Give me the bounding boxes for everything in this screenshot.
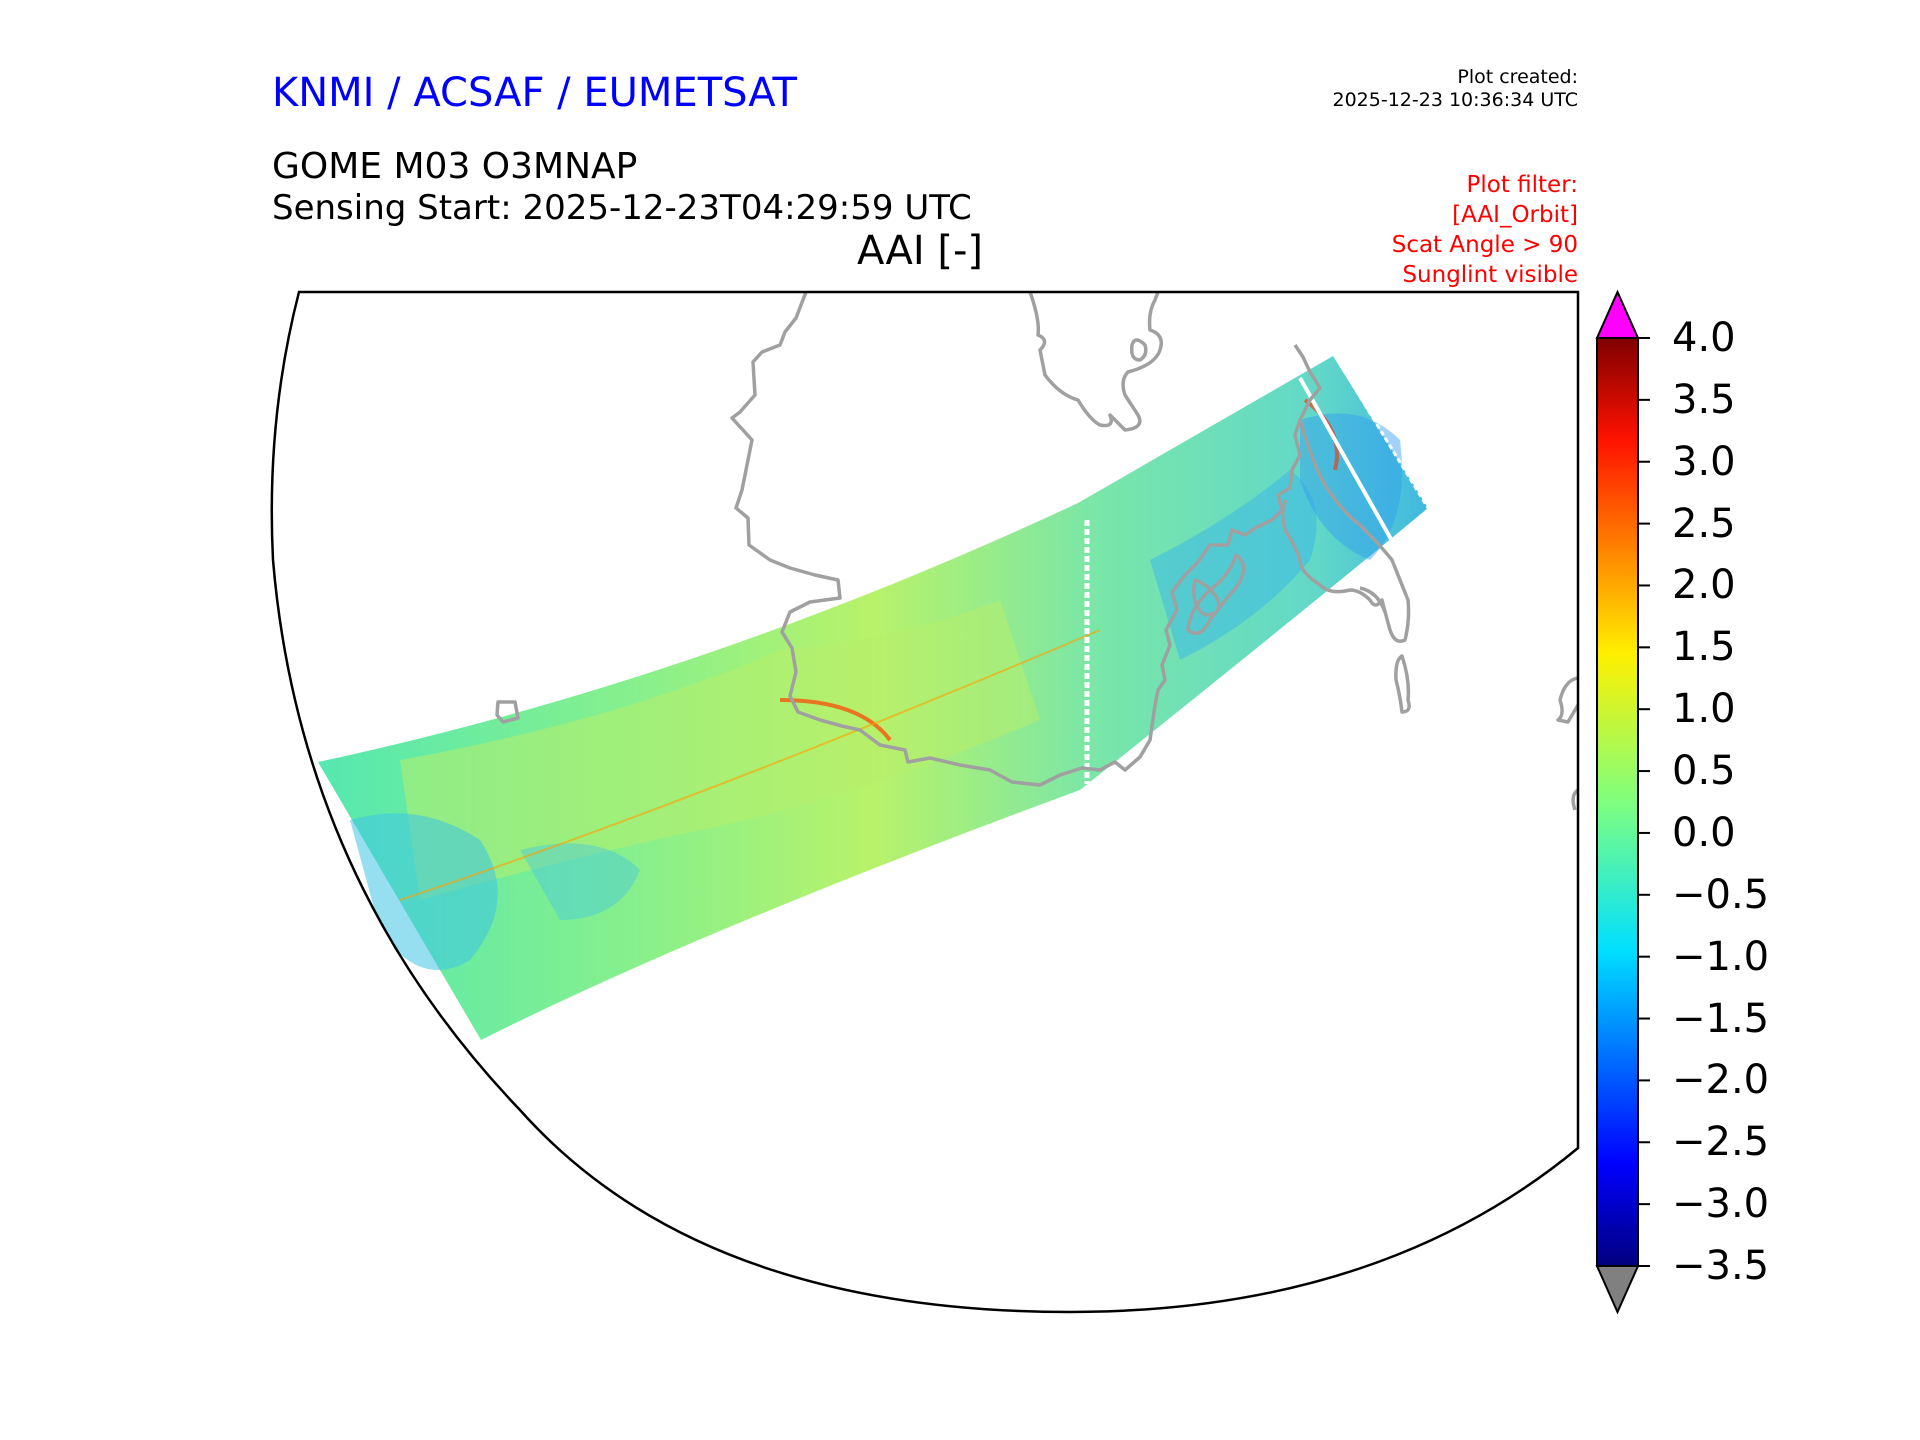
plot-created-label: Plot created:	[1457, 66, 1578, 88]
plot-filter-item: Sunglint visible	[1402, 262, 1578, 288]
colorbar-tick-label: −1.0	[1672, 933, 1770, 980]
colorbar-tick-label: 3.5	[1672, 376, 1736, 423]
plot-filter-block: Plot filter: [AAI_Orbit] Scat Angle > 90…	[1392, 170, 1578, 290]
colorbar	[1595, 289, 1650, 1315]
colorbar-tick-label: 4.0	[1672, 315, 1736, 361]
colorbar-tick-label: 2.0	[1672, 562, 1736, 609]
colorbar-under-triangle	[1595, 1265, 1640, 1315]
colorbar-tick-label: 2.5	[1672, 500, 1736, 547]
aai-swath	[318, 355, 1430, 1040]
plot-created-block: Plot created: 2025-12-23 10:36:34 UTC	[1333, 66, 1579, 112]
colorbar-tick-label: 0.5	[1672, 748, 1736, 795]
plot-created-time: 2025-12-23 10:36:34 UTC	[1332, 89, 1579, 111]
sensing-start-label: Sensing Start: 2025-12-23T04:29:59 UTC	[272, 188, 972, 228]
colorbar-tick-label: 1.0	[1672, 686, 1736, 733]
colorbar-tick-label: −0.5	[1672, 871, 1770, 918]
map-boundary	[270, 290, 1580, 1314]
colorbar-tick-label: −2.0	[1672, 1057, 1770, 1104]
colorbar-gradient	[1596, 337, 1639, 1267]
map-title: AAI [-]	[857, 228, 983, 274]
plot-filter-item: [AAI_Orbit]	[1452, 202, 1578, 228]
colorbar-tick-label: −1.5	[1672, 995, 1770, 1042]
organization-label: KNMI / ACSAF / EUMETSAT	[272, 70, 797, 116]
product-label: GOME M03 O3MNAP	[272, 146, 638, 187]
colorbar-tick-label: −3.0	[1672, 1181, 1770, 1228]
plot-filter-item: Scat Angle > 90	[1391, 232, 1578, 258]
colorbar-tick-label: −2.5	[1672, 1119, 1770, 1166]
colorbar-tick-label: 1.5	[1672, 624, 1736, 671]
colorbar-over-triangle	[1595, 289, 1640, 339]
colorbar-tick-label: −3.5	[1672, 1243, 1770, 1289]
colorbar-tick-label: 3.0	[1672, 438, 1736, 485]
colorbar-tickmarks	[1638, 337, 1650, 1267]
colorbar-tick-label: 0.0	[1672, 809, 1736, 856]
plot-filter-heading: Plot filter:	[1466, 172, 1578, 198]
coastlines	[495, 292, 1578, 811]
